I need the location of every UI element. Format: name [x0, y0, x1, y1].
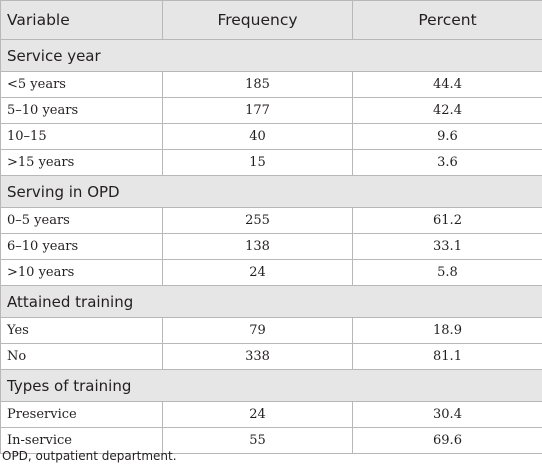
- row-label: Yes: [0, 317, 163, 344]
- row-frequency: 40: [162, 123, 353, 150]
- table-row: Preservice 24 30.4: [0, 401, 542, 428]
- row-label: <5 years: [0, 71, 163, 98]
- table-row: No 338 81.1: [0, 343, 542, 370]
- header-frequency: Frequency: [162, 0, 353, 40]
- header-percent: Percent: [352, 0, 542, 40]
- row-frequency: 255: [162, 207, 353, 234]
- row-percent: 9.6: [352, 123, 542, 150]
- data-table: Variable Frequency Percent Service year …: [0, 0, 542, 454]
- table-row: 0–5 years 255 61.2: [0, 207, 542, 234]
- row-label: 0–5 years: [0, 207, 163, 234]
- table-row: 6–10 years 138 33.1: [0, 233, 542, 260]
- table-row: 10–15 40 9.6: [0, 123, 542, 150]
- row-label: In-service: [0, 427, 163, 454]
- table-row: >15 years 15 3.6: [0, 149, 542, 176]
- row-percent: 30.4: [352, 401, 542, 428]
- row-percent: 61.2: [352, 207, 542, 234]
- group-title: Service year: [0, 39, 542, 72]
- row-frequency: 138: [162, 233, 353, 260]
- header-row: Variable Frequency Percent: [0, 0, 542, 40]
- table-footnote: OPD, outpatient department.: [2, 449, 177, 463]
- row-frequency: 185: [162, 71, 353, 98]
- row-percent: 42.4: [352, 97, 542, 124]
- row-label: 5–10 years: [0, 97, 163, 124]
- group-row: Service year: [0, 39, 542, 72]
- row-percent: 44.4: [352, 71, 542, 98]
- header-variable: Variable: [0, 0, 163, 40]
- row-frequency: 79: [162, 317, 353, 344]
- group-title: Serving in OPD: [0, 175, 542, 208]
- row-frequency: 24: [162, 259, 353, 286]
- table-row: 5–10 years 177 42.4: [0, 97, 542, 124]
- row-frequency: 177: [162, 97, 353, 124]
- row-label: >10 years: [0, 259, 163, 286]
- row-frequency: 15: [162, 149, 353, 176]
- table-row: <5 years 185 44.4: [0, 71, 542, 98]
- row-percent: 69.6: [352, 427, 542, 454]
- row-percent: 5.8: [352, 259, 542, 286]
- group-title: Types of training: [0, 369, 542, 402]
- group-row: Serving in OPD: [0, 175, 542, 208]
- row-frequency: 338: [162, 343, 353, 370]
- row-percent: 33.1: [352, 233, 542, 260]
- row-percent: 81.1: [352, 343, 542, 370]
- table-row: Yes 79 18.9: [0, 317, 542, 344]
- group-title: Attained training: [0, 285, 542, 318]
- row-label: 10–15: [0, 123, 163, 150]
- row-label: >15 years: [0, 149, 163, 176]
- row-label: No: [0, 343, 163, 370]
- row-percent: 3.6: [352, 149, 542, 176]
- table-row: >10 years 24 5.8: [0, 259, 542, 286]
- group-row: Types of training: [0, 369, 542, 402]
- row-percent: 18.9: [352, 317, 542, 344]
- row-frequency: 24: [162, 401, 353, 428]
- row-label: Preservice: [0, 401, 163, 428]
- row-frequency: 55: [162, 427, 353, 454]
- group-row: Attained training: [0, 285, 542, 318]
- row-label: 6–10 years: [0, 233, 163, 260]
